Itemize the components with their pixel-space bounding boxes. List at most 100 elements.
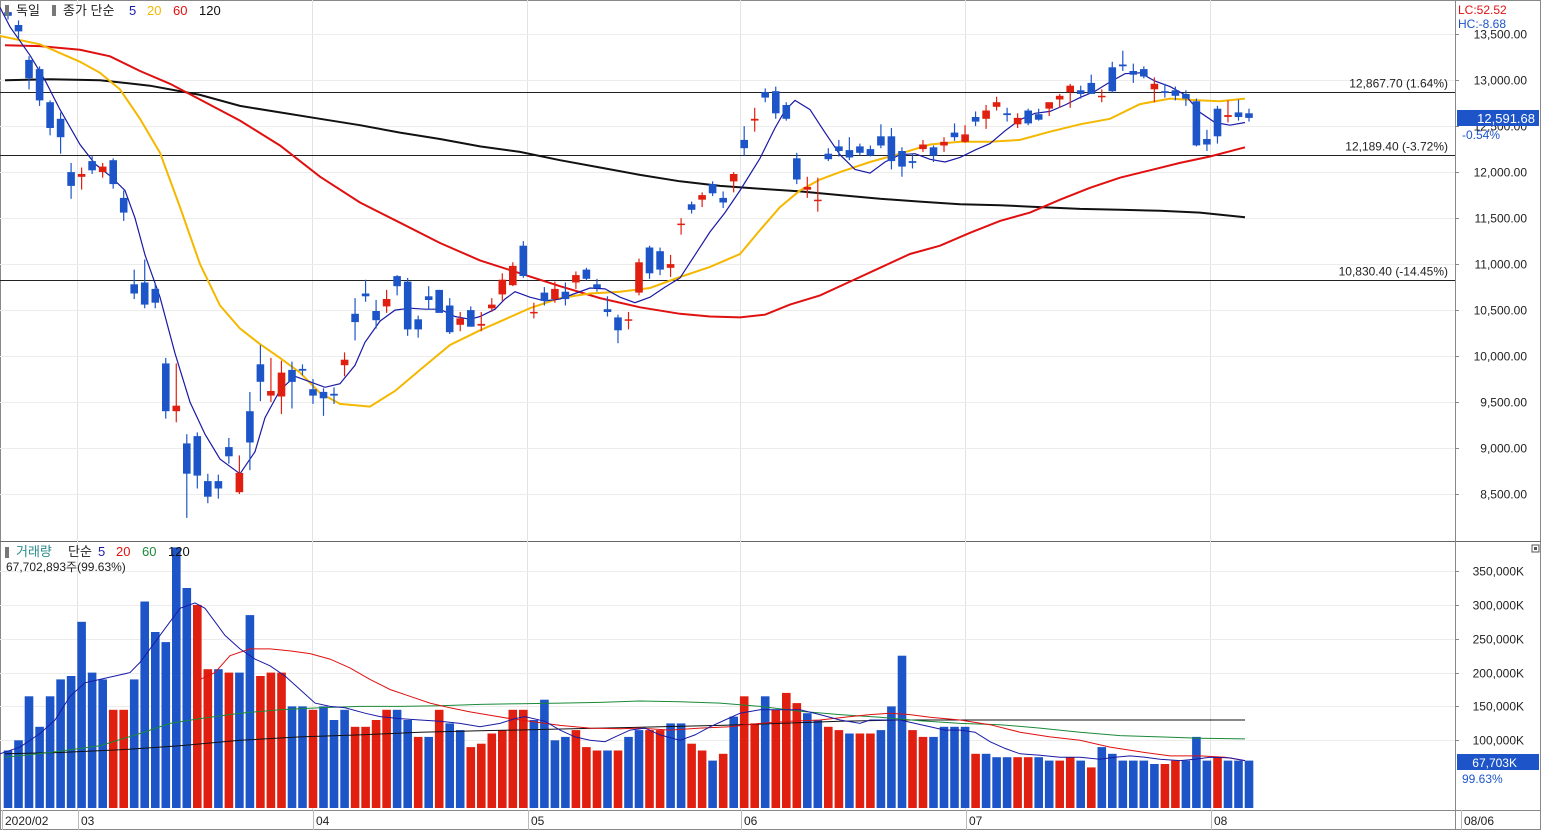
- volume-bar[interactable]: [361, 726, 370, 808]
- candle-up[interactable]: [382, 299, 391, 307]
- volume-bar[interactable]: [1076, 760, 1085, 808]
- volume-bar[interactable]: [792, 703, 802, 808]
- candle-up[interactable]: [77, 174, 86, 177]
- candle-down[interactable]: [929, 147, 938, 156]
- candle-down[interactable]: [14, 25, 23, 32]
- volume-bar[interactable]: [119, 709, 128, 808]
- volume-bar[interactable]: [56, 679, 65, 808]
- volume-bar[interactable]: [845, 733, 854, 809]
- volume-bar[interactable]: [782, 692, 791, 808]
- volume-bar[interactable]: [1223, 760, 1233, 808]
- volume-bar[interactable]: [592, 750, 602, 809]
- candle-up[interactable]: [172, 405, 181, 412]
- candle-down[interactable]: [214, 481, 223, 489]
- volume-bar[interactable]: [1044, 760, 1054, 808]
- volume-bar[interactable]: [992, 757, 1001, 808]
- volume-bar[interactable]: [108, 709, 118, 808]
- volume-bar[interactable]: [203, 669, 213, 808]
- candle-up[interactable]: [919, 144, 927, 150]
- volume-bar[interactable]: [392, 709, 402, 808]
- volume-bar[interactable]: [24, 696, 34, 808]
- candle-up[interactable]: [340, 359, 349, 366]
- candle-down[interactable]: [793, 158, 801, 180]
- candle-down[interactable]: [372, 311, 380, 321]
- volume-bar[interactable]: [550, 740, 560, 808]
- volume-bar[interactable]: [855, 733, 865, 809]
- volume-bar[interactable]: [529, 720, 539, 808]
- candle-down[interactable]: [393, 276, 401, 287]
- candle-down[interactable]: [319, 391, 328, 399]
- candle-down[interactable]: [330, 393, 338, 396]
- volume-bar[interactable]: [824, 726, 833, 808]
- volume-bar[interactable]: [1129, 760, 1138, 808]
- volume-bar[interactable]: [98, 679, 107, 808]
- volume-bar[interactable]: [329, 720, 339, 808]
- volume-bar[interactable]: [1013, 757, 1022, 808]
- candle-up[interactable]: [235, 472, 244, 493]
- volume-bar[interactable]: [350, 726, 360, 808]
- volume-bar[interactable]: [729, 716, 738, 808]
- candle-up[interactable]: [1224, 115, 1232, 117]
- volume-bar[interactable]: [1097, 747, 1107, 808]
- volume-bar[interactable]: [603, 750, 612, 809]
- candle-down[interactable]: [845, 150, 854, 158]
- candle-down[interactable]: [151, 288, 160, 303]
- volume-bar[interactable]: [771, 709, 781, 808]
- candle-down[interactable]: [782, 105, 791, 119]
- candle-down[interactable]: [708, 184, 717, 194]
- candle-down[interactable]: [1171, 90, 1180, 96]
- volume-bar[interactable]: [245, 615, 255, 808]
- candle-down[interactable]: [193, 436, 202, 476]
- candle-down[interactable]: [1119, 64, 1127, 67]
- candle-up[interactable]: [1098, 95, 1106, 98]
- candle-down[interactable]: [971, 117, 980, 122]
- volume-bar[interactable]: [613, 750, 623, 809]
- candle-down[interactable]: [772, 91, 780, 114]
- volume-bar[interactable]: [1087, 767, 1096, 808]
- volume-bar[interactable]: [687, 743, 696, 808]
- volume-bar[interactable]: [1055, 760, 1064, 808]
- candle-down[interactable]: [866, 149, 875, 156]
- candle-up[interactable]: [750, 118, 759, 121]
- volume-bar[interactable]: [77, 621, 86, 808]
- candle-up[interactable]: [635, 262, 643, 293]
- volume-bar[interactable]: [1192, 736, 1201, 808]
- candle-down[interactable]: [898, 151, 906, 167]
- candle-up[interactable]: [277, 372, 286, 397]
- candle-down[interactable]: [1192, 101, 1201, 146]
- candle-down[interactable]: [908, 161, 917, 163]
- volume-bar[interactable]: [1202, 760, 1212, 808]
- candle-down[interactable]: [1245, 113, 1253, 118]
- candle-down[interactable]: [950, 132, 959, 138]
- volume-bar[interactable]: [803, 713, 812, 808]
- candle-down[interactable]: [288, 369, 296, 382]
- volume-bar[interactable]: [655, 730, 665, 808]
- candle-down[interactable]: [561, 291, 570, 300]
- volume-bar[interactable]: [739, 696, 749, 808]
- candle-up[interactable]: [624, 319, 633, 321]
- candle-down[interactable]: [119, 197, 128, 213]
- candle-down[interactable]: [687, 204, 696, 210]
- volume-bar[interactable]: [403, 720, 412, 808]
- candle-down[interactable]: [603, 309, 612, 312]
- candle-down[interactable]: [46, 102, 54, 128]
- volume-bar[interactable]: [571, 730, 581, 808]
- legend-toggle-icon[interactable]: [52, 5, 56, 16]
- candle-down[interactable]: [1003, 113, 1011, 116]
- candle-down[interactable]: [256, 364, 265, 382]
- candle-down[interactable]: [130, 284, 138, 294]
- candle-up[interactable]: [666, 264, 675, 268]
- candle-up[interactable]: [1150, 83, 1159, 90]
- volume-bar[interactable]: [1108, 753, 1117, 808]
- volume-bar[interactable]: [1181, 760, 1191, 808]
- volume-bar[interactable]: [929, 736, 938, 808]
- volume-bar[interactable]: [298, 706, 307, 808]
- volume-bar[interactable]: [876, 730, 886, 808]
- candle-down[interactable]: [1034, 114, 1043, 120]
- candle-down[interactable]: [424, 296, 433, 300]
- candle-up[interactable]: [982, 110, 990, 119]
- candle-down[interactable]: [183, 443, 191, 474]
- candle-down[interactable]: [656, 251, 664, 270]
- candle-down[interactable]: [67, 172, 75, 186]
- volume-bar[interactable]: [708, 760, 717, 808]
